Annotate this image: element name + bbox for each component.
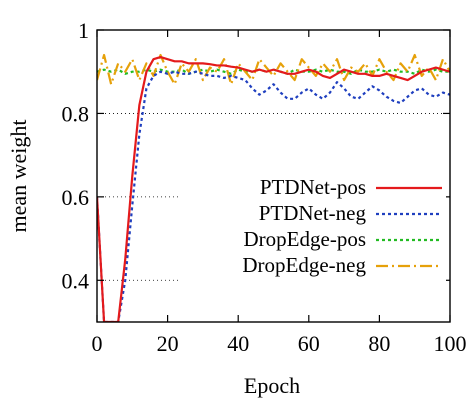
y-tick-label: 0.8 (62, 101, 90, 126)
axis-ticks: 0.4 0.6 0.8 1 0 20 40 60 80 100 (62, 18, 467, 356)
y-tick-label: 0.6 (62, 185, 90, 210)
legend-entry-dropedge-pos: DropEdge-pos (244, 227, 442, 251)
legend-label-dropedge-pos: DropEdge-pos (244, 227, 366, 251)
y-axis-label: mean weight (6, 119, 31, 232)
x-tick-label: 0 (92, 331, 103, 356)
series-line-ptdnet-pos (97, 56, 450, 322)
legend-entry-ptdnet-neg: PTDNet-neg (259, 201, 442, 225)
x-tick-label: 60 (298, 331, 320, 356)
legend-label-ptdnet-pos: PTDNet-pos (260, 175, 366, 199)
series-line-dropedge-neg (97, 53, 450, 86)
x-tick-label: 80 (368, 331, 390, 356)
legend-entry-ptdnet-pos: PTDNet-pos (260, 175, 442, 199)
legend-label-dropedge-neg: DropEdge-neg (242, 253, 366, 277)
legend-entry-dropedge-neg: DropEdge-neg (242, 253, 442, 277)
series-line-ptdnet-neg (97, 70, 450, 322)
x-axis-label: Epoch (244, 373, 300, 398)
x-tick-label: 100 (434, 331, 467, 356)
legend: PTDNet-pos PTDNet-neg DropEdge-pos DropE… (178, 170, 446, 282)
x-tick-label: 20 (157, 331, 179, 356)
y-tick-label: 0.4 (62, 268, 90, 293)
legend-label-ptdnet-neg: PTDNet-neg (259, 201, 367, 225)
series-lines (97, 53, 450, 322)
x-tick-label: 40 (227, 331, 249, 356)
y-tick-label: 1 (78, 18, 89, 43)
plot-frame (96, 29, 451, 323)
